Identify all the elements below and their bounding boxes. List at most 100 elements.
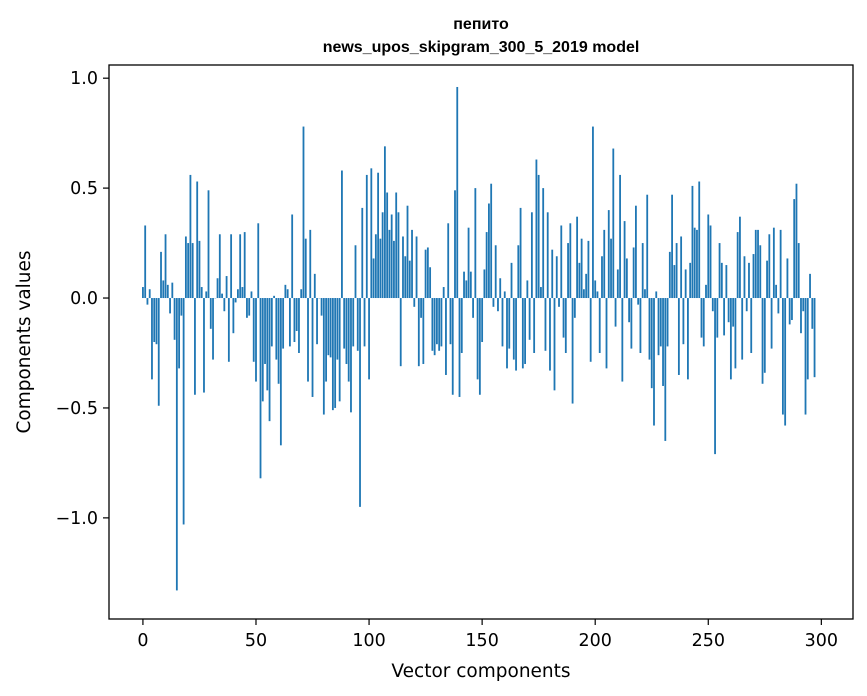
- bar-10: [164, 234, 167, 299]
- bar-243: [691, 185, 694, 299]
- bar-137: [451, 298, 454, 395]
- bar-82: [327, 298, 330, 356]
- bar-253: [714, 298, 716, 455]
- bar-236: [675, 243, 678, 299]
- bar-22: [191, 243, 194, 299]
- bar-93: [352, 298, 355, 347]
- bar-68: [295, 298, 298, 332]
- bar-248: [702, 298, 705, 347]
- y-axis-ticks: −1.0 −0.5 0.0 0.5 1.0: [56, 69, 109, 529]
- bar-191: [573, 298, 576, 318]
- bar-143: [465, 280, 468, 299]
- bar-105: [379, 238, 382, 299]
- bar-269: [750, 298, 753, 353]
- bar-113: [397, 212, 400, 299]
- bar-190: [571, 298, 574, 404]
- bar-50: [255, 298, 257, 382]
- bar-272: [757, 229, 759, 299]
- bar-60: [277, 298, 280, 384]
- bar-152: [485, 232, 488, 299]
- bar-59: [275, 298, 278, 360]
- x-tick-label: 200: [578, 631, 611, 651]
- bar-52: [259, 298, 262, 479]
- bar-79: [320, 298, 323, 316]
- bar-72: [304, 238, 307, 299]
- bar-23: [194, 298, 196, 395]
- bar-228: [657, 298, 660, 356]
- bar-201: [596, 291, 599, 299]
- bar-100: [368, 298, 370, 380]
- bar-46: [246, 298, 248, 318]
- bar-40: [232, 298, 235, 334]
- y-tick-label: −0.5: [56, 399, 99, 419]
- bar-25: [198, 240, 201, 299]
- bar-270: [752, 254, 755, 299]
- bar-258: [725, 265, 728, 299]
- bar-275: [763, 298, 766, 373]
- bar-268: [748, 262, 750, 299]
- bar-38: [227, 298, 230, 362]
- bar-64: [286, 289, 289, 299]
- bar-19: [184, 236, 187, 299]
- bar-0: [142, 287, 144, 299]
- bar-109: [388, 229, 391, 299]
- bar-95: [356, 298, 359, 351]
- bar-229: [659, 298, 662, 347]
- bar-45: [243, 232, 246, 299]
- bar-49: [252, 298, 255, 362]
- bar-155: [492, 298, 495, 307]
- x-tick-label: 0: [137, 631, 148, 651]
- bar-115: [402, 236, 404, 299]
- bar-92: [350, 298, 352, 413]
- bar-123: [420, 298, 422, 318]
- bar-249: [705, 284, 707, 299]
- bar-287: [791, 298, 793, 321]
- bar-218: [635, 205, 637, 299]
- bar-34: [218, 234, 221, 299]
- bar-290: [797, 243, 800, 299]
- bar-156: [494, 245, 497, 299]
- bar-208: [612, 148, 615, 299]
- bar-126: [426, 247, 429, 299]
- bar-62: [282, 298, 285, 349]
- bar-276: [766, 260, 768, 299]
- bar-215: [628, 298, 631, 323]
- bar-221: [641, 243, 644, 299]
- bar-39: [230, 234, 233, 299]
- bar-42: [237, 289, 239, 299]
- bar-222: [644, 289, 646, 299]
- bar-89: [343, 298, 346, 349]
- bar-297: [813, 298, 816, 378]
- bar-175: [537, 174, 540, 299]
- bar-130: [436, 298, 438, 345]
- bar-30: [209, 298, 212, 329]
- bar-102: [372, 258, 375, 299]
- bar-266: [743, 256, 746, 299]
- bar-150: [481, 298, 484, 342]
- bar-1: [144, 225, 147, 299]
- bar-77: [316, 298, 318, 345]
- bar-289: [795, 183, 798, 299]
- bar-2: [146, 298, 149, 305]
- bar-6: [155, 298, 158, 345]
- bar-196: [585, 273, 588, 299]
- bar-148: [476, 298, 479, 380]
- bar-48: [250, 291, 253, 299]
- bar-149: [478, 298, 481, 395]
- bar-180: [549, 298, 551, 371]
- bar-147: [474, 188, 477, 299]
- bar-26: [200, 287, 203, 299]
- bar-288: [793, 199, 796, 299]
- bar-291: [800, 298, 802, 334]
- bar-140: [458, 298, 461, 397]
- bars-group: [142, 86, 816, 591]
- bar-251: [709, 225, 712, 299]
- bar-176: [540, 287, 542, 299]
- bar-118: [408, 260, 411, 299]
- bar-120: [413, 298, 416, 307]
- bar-99: [365, 174, 368, 299]
- bar-124: [422, 298, 425, 364]
- bar-293: [804, 298, 807, 415]
- bar-182: [553, 298, 556, 391]
